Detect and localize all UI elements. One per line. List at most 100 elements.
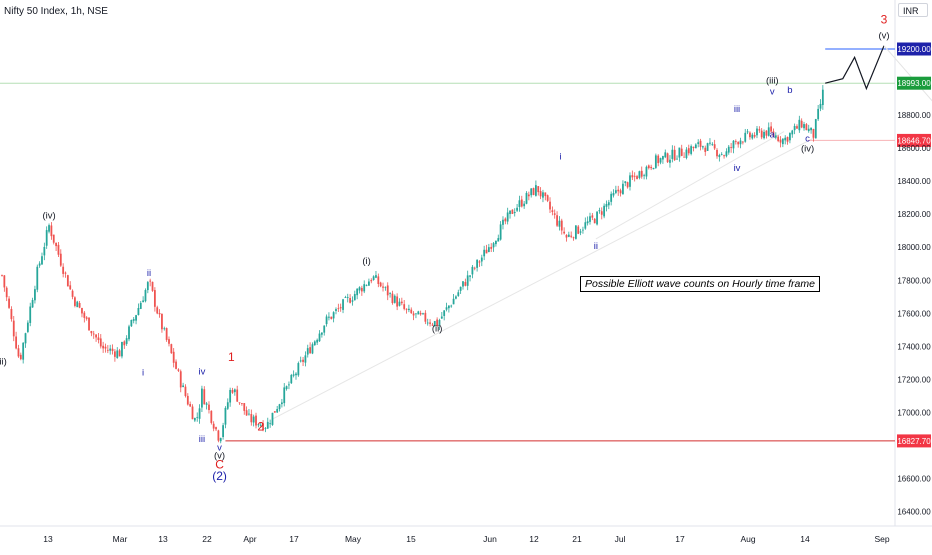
candle: [52, 234, 55, 245]
candle: [217, 429, 220, 443]
candle: [271, 412, 274, 426]
price-axis[interactable]: 19200.00 18993.00 18800.00 18646.7018600.00…: [897, 42, 931, 517]
candle: [123, 340, 126, 349]
candle: [201, 385, 203, 413]
price-tick: 19200.00: [897, 42, 931, 56]
annotation-note[interactable]: Possible Elliott wave counts on Hourly t…: [580, 276, 820, 292]
time-tick: 17: [289, 534, 299, 544]
candle: [189, 401, 192, 407]
candle: [236, 385, 239, 402]
candle: [772, 128, 775, 138]
candle: [137, 303, 140, 316]
candle: [744, 128, 747, 143]
candle: [191, 404, 194, 420]
wave-label-0: iii): [0, 357, 7, 368]
candle: [196, 412, 199, 422]
candle: [377, 273, 380, 288]
candle: [215, 426, 217, 432]
candle: [269, 419, 272, 428]
candle: [619, 188, 622, 197]
candle: [111, 344, 114, 355]
candle: [257, 423, 260, 428]
candle: [372, 275, 375, 281]
candle: [819, 99, 822, 112]
candle: [683, 152, 685, 158]
candle: [304, 351, 307, 367]
candle: [3, 275, 6, 292]
candle: [469, 274, 471, 282]
candle: [466, 270, 469, 291]
candle: [807, 124, 810, 133]
svg-text:17200.00: 17200.00: [897, 375, 931, 384]
candle: [499, 221, 502, 241]
candle: [431, 322, 434, 326]
candle: [396, 293, 399, 311]
candle: [332, 311, 335, 323]
candle: [551, 206, 554, 216]
candle: [676, 155, 678, 160]
candle: [266, 417, 269, 430]
candle: [758, 126, 761, 133]
candle: [812, 128, 815, 142]
candle: [311, 342, 314, 355]
wave-label-8: (v): [214, 451, 225, 462]
svg-text:16600.00: 16600.00: [897, 475, 931, 484]
candle: [593, 217, 596, 224]
candle: [478, 260, 481, 267]
price-tick: 18993.00: [897, 76, 931, 90]
candle: [671, 145, 674, 163]
candle: [128, 324, 130, 342]
price-tick: 16400.00: [897, 508, 931, 517]
candle: [572, 236, 575, 241]
candle: [436, 317, 439, 327]
candle: [429, 319, 431, 327]
candle: [182, 382, 185, 388]
candle: [603, 203, 606, 219]
candle: [751, 132, 754, 140]
candle: [770, 122, 773, 133]
candle: [179, 369, 182, 393]
candle: [513, 208, 516, 217]
wave-label-12: (i): [362, 256, 370, 267]
wave-label-10: (2): [212, 469, 227, 483]
candle: [146, 280, 149, 294]
candle: [711, 142, 714, 146]
candle: [638, 170, 641, 180]
candle: [504, 217, 507, 225]
wave-label-19: v: [770, 86, 775, 97]
candle: [393, 294, 396, 304]
chart-title: Nifty 50 Index, 1h, NSE: [4, 6, 108, 17]
candle: [8, 296, 10, 310]
candle: [497, 234, 500, 242]
candle: [471, 264, 474, 279]
candle: [624, 181, 627, 187]
candle: [76, 300, 79, 308]
candle: [422, 312, 424, 316]
svg-text:18400.00: 18400.00: [897, 177, 931, 186]
candle: [99, 334, 102, 349]
candle: [741, 141, 744, 145]
candle: [756, 126, 758, 139]
candle: [318, 330, 321, 343]
candle: [560, 218, 563, 235]
candle: [763, 129, 765, 140]
candle: [565, 234, 568, 242]
candle: [704, 145, 707, 156]
candle: [737, 141, 740, 148]
candle: [328, 312, 330, 321]
currency-button[interactable]: INR: [898, 3, 928, 17]
candle: [574, 224, 577, 240]
candle: [546, 194, 549, 203]
candle: [821, 85, 824, 110]
time-axis[interactable]: 13 Mar 13 22 Apr 17 May 15 Jun 12 21 Jul 17 Aug 14 Sep: [43, 534, 890, 544]
svg-text:18800.00: 18800.00: [897, 111, 931, 120]
candle: [786, 136, 789, 145]
time-tick: 13: [158, 534, 168, 544]
candle: [706, 142, 709, 152]
candle: [104, 343, 107, 353]
candle: [535, 180, 537, 197]
candle: [17, 344, 20, 358]
candle: [288, 381, 290, 390]
